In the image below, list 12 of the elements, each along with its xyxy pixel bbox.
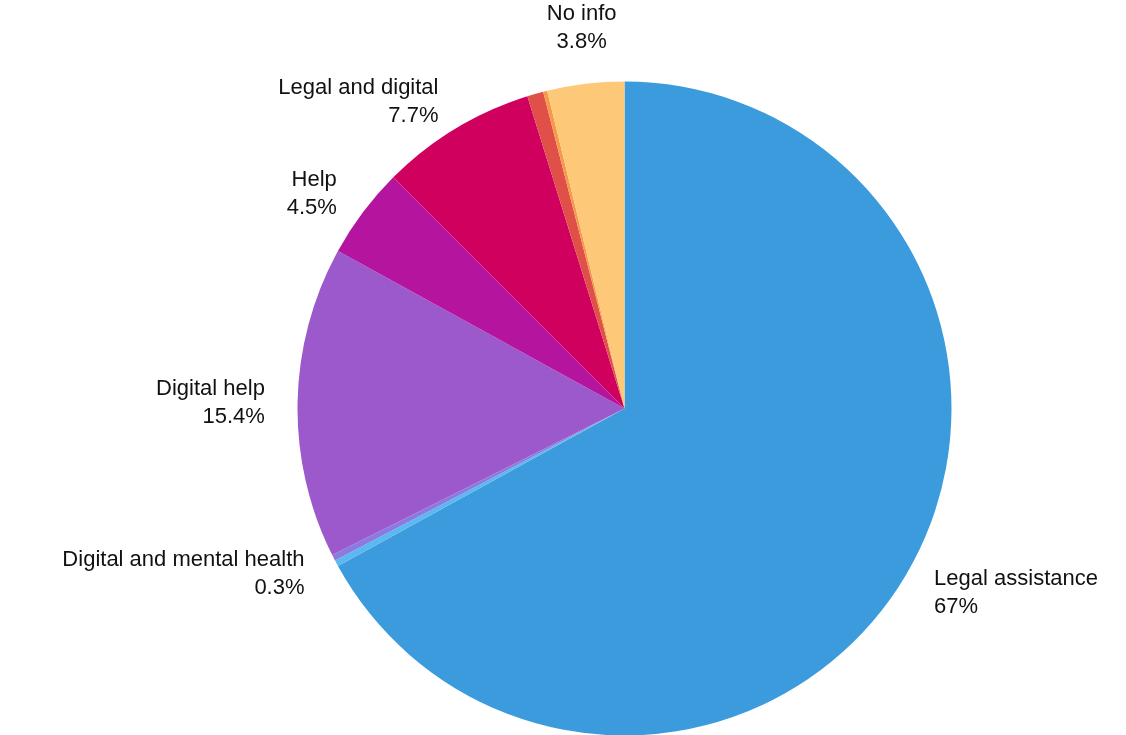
slice-label: Help (291, 166, 337, 192)
slice-label: Digital help (156, 375, 265, 401)
data-label: 15.4% (202, 403, 265, 429)
slice-label: Legal and digital (278, 74, 439, 100)
data-label: 3.8% (556, 27, 607, 53)
slice-label: Legal assistance (934, 565, 1098, 591)
data-label: 67% (934, 593, 979, 619)
data-label: 7.7% (388, 102, 439, 128)
data-label: 0.3% (254, 574, 305, 600)
data-label: 4.5% (286, 194, 337, 220)
slice-label: Digital and mental health (62, 546, 305, 572)
slice-label: No info (546, 0, 617, 25)
